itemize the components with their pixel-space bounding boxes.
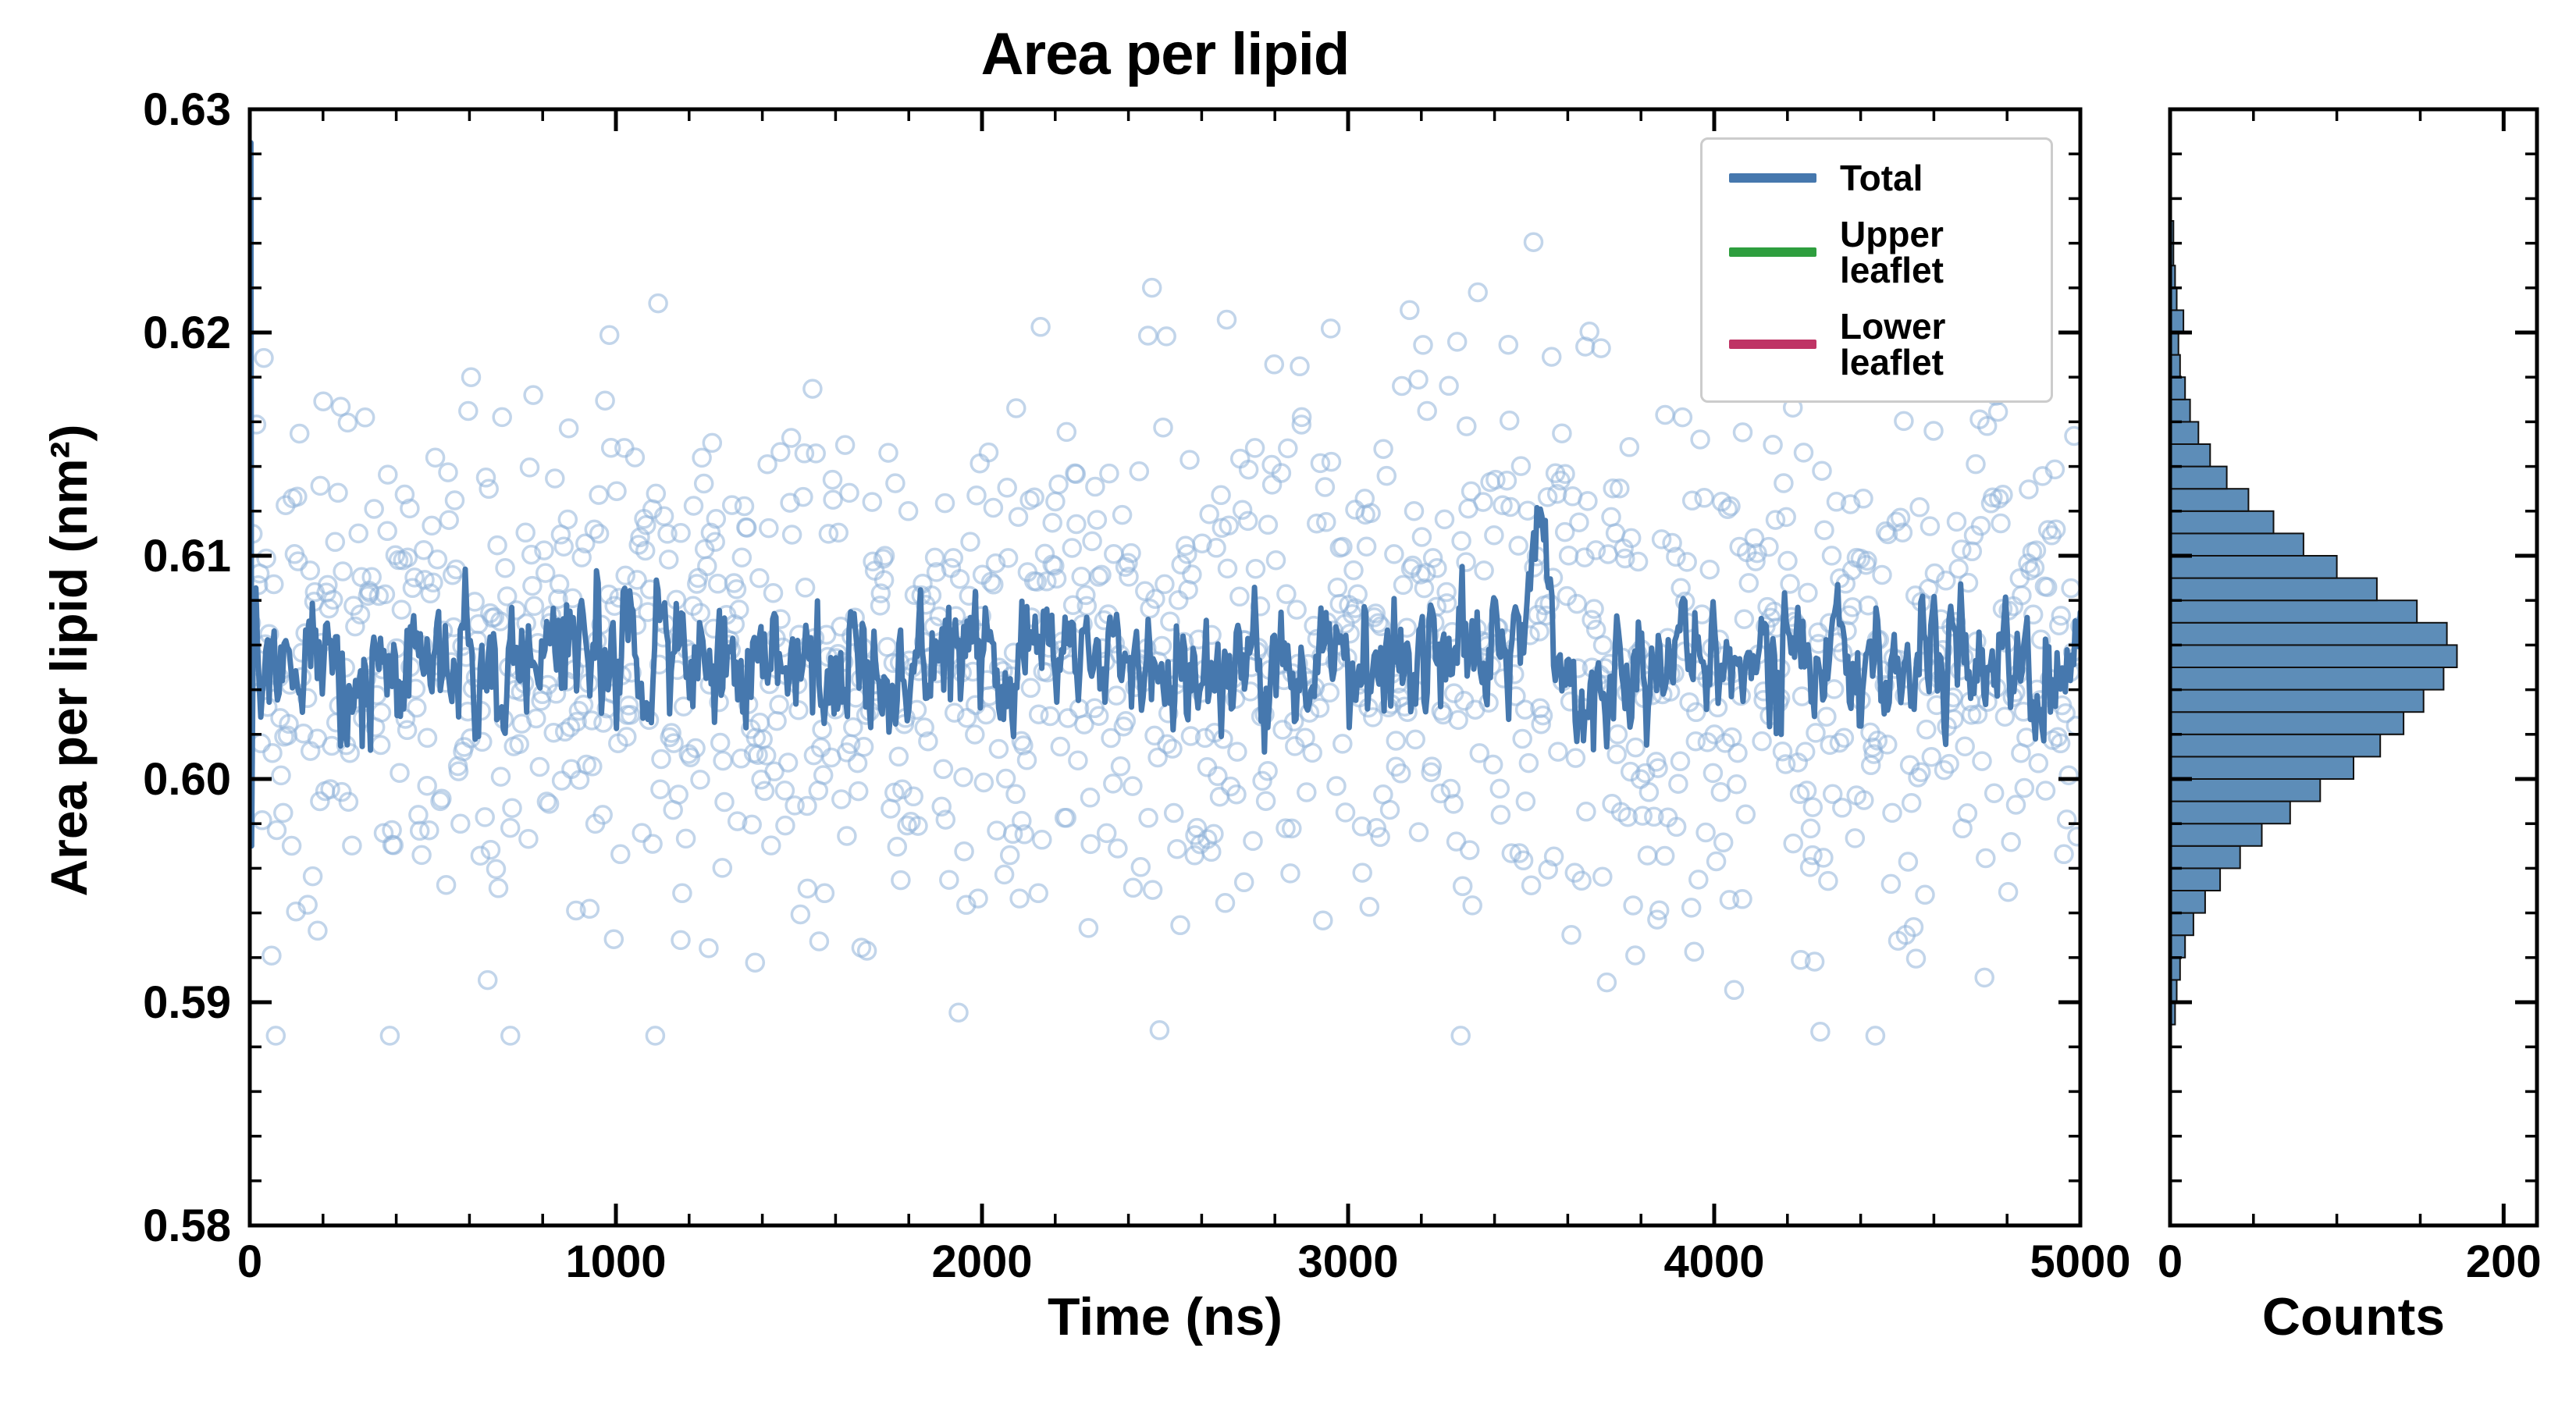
legend-swatch-lower-leaflet <box>1729 340 1816 349</box>
tick-label: 1000 <box>565 1236 666 1287</box>
tick-label: 3000 <box>1297 1236 1398 1287</box>
legend-item-lower-leaflet: Lower leaflet <box>1729 308 2024 380</box>
histogram-bar <box>2170 488 2250 512</box>
tick-label: 0.58 <box>143 1200 231 1251</box>
legend: Total Upper leaflet Lower leaflet <box>1700 137 2053 403</box>
legend-item-total: Total <box>1729 160 2024 196</box>
histogram-bar <box>2170 912 2194 937</box>
tick-label: 4000 <box>1663 1236 1764 1287</box>
legend-label-upper-leaflet: Upper leaflet <box>1840 214 1944 290</box>
histogram-bar <box>2170 778 2322 802</box>
histogram-bar <box>2170 599 2418 624</box>
legend-swatch-total <box>1729 173 1816 183</box>
x-axis-label-time: Time (ns) <box>1047 1287 1283 1346</box>
histogram-bar <box>2170 688 2425 713</box>
tick-label: 0 <box>237 1236 262 1287</box>
x-axis-label-counts: Counts <box>2261 1287 2446 1346</box>
histogram-bar <box>2170 823 2263 847</box>
legend-label-lower-leaflet: Lower leaflet <box>1840 306 1946 382</box>
histogram-bar <box>2170 532 2304 557</box>
histogram-bar <box>2170 465 2228 490</box>
y-axis-label: Area per lipid (nm²) <box>40 424 98 897</box>
tick-label: 5000 <box>2030 1236 2130 1287</box>
chart-title: Area per lipid <box>980 21 1350 87</box>
tick-label: 0.60 <box>143 754 231 805</box>
histogram-bar <box>2170 376 2186 400</box>
main-axes-spine <box>247 107 2083 1228</box>
total-line <box>250 140 2080 849</box>
histogram-bar <box>2170 421 2200 446</box>
histogram-bar <box>2170 577 2378 602</box>
legend-swatch-upper-leaflet <box>1729 247 1816 257</box>
histogram-bar <box>2170 309 2185 333</box>
histogram-bar <box>2170 934 2186 959</box>
histogram-bar <box>2170 800 2291 825</box>
histogram-bar <box>2170 890 2206 914</box>
histogram-bar <box>2170 733 2382 758</box>
legend-label-total: Total <box>1840 158 1923 198</box>
histogram-bar <box>2170 644 2458 669</box>
tick-label: 0.63 <box>143 84 231 135</box>
histogram-bar <box>2170 867 2222 892</box>
histogram-bar <box>2170 443 2211 468</box>
tick-label: 2000 <box>931 1236 1032 1287</box>
tick-label: 0.59 <box>143 977 231 1028</box>
histogram-bar <box>2170 555 2338 579</box>
histogram-bar <box>2170 398 2191 423</box>
histogram-bar <box>2170 845 2241 870</box>
histogram-bar <box>2170 756 2354 781</box>
histogram-bars-group <box>2170 220 2458 1026</box>
histogram-bar <box>2170 621 2448 646</box>
tick-label: 0.61 <box>143 531 231 582</box>
hist-axes-spine <box>2168 107 2539 1228</box>
histogram-bar <box>2170 510 2275 535</box>
histogram-bar <box>2170 667 2445 691</box>
legend-item-upper-leaflet: Upper leaflet <box>1729 216 2024 288</box>
histogram-bar <box>2170 711 2405 735</box>
tick-label: 200 <box>2466 1236 2542 1287</box>
tick-label: 0 <box>2158 1236 2183 1287</box>
tick-label: 0.62 <box>143 308 231 358</box>
